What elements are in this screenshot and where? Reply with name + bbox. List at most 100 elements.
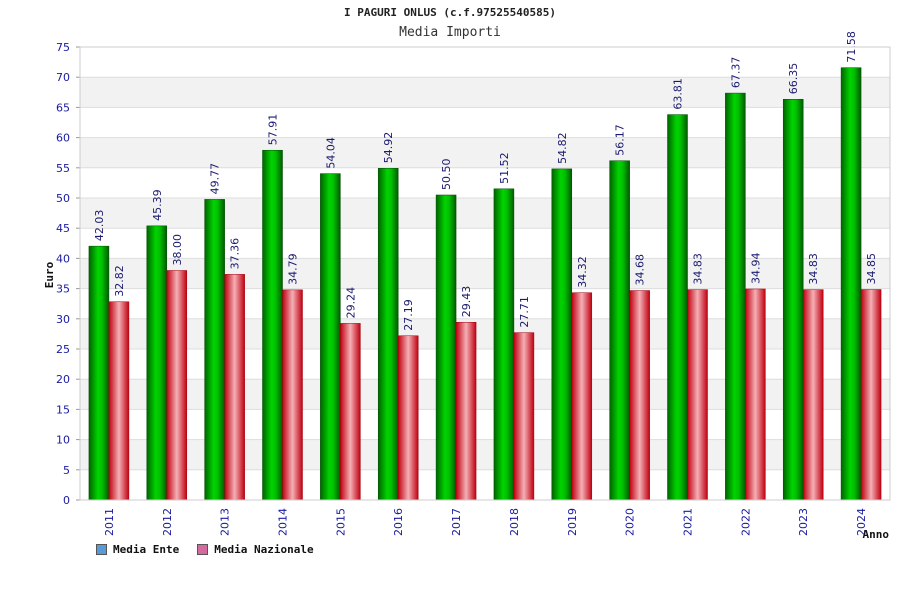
- y-tick-label: 35: [56, 283, 70, 296]
- bar-media-ente: [725, 92, 746, 501]
- chart-subtitle: Media Importi: [399, 25, 501, 40]
- legend-label-media-nazionale: Media Nazionale: [214, 543, 314, 556]
- bar-media-ente: [667, 114, 688, 501]
- x-tick-label: 2021: [682, 508, 695, 536]
- bar-media-nazionale: [282, 289, 303, 501]
- bar-media-ente: [320, 173, 341, 501]
- y-tick-label: 70: [56, 71, 70, 84]
- data-label: 34.85: [865, 253, 878, 285]
- bar-media-nazionale: [687, 289, 708, 501]
- data-label: 34.68: [634, 254, 647, 286]
- y-tick-label: 50: [56, 192, 70, 205]
- x-tick-label: 2011: [103, 508, 116, 536]
- grid-band: [80, 379, 890, 410]
- data-label: 54.92: [382, 132, 395, 164]
- y-tick-label: 5: [63, 464, 70, 477]
- x-tick-label: 2020: [624, 508, 637, 536]
- legend-item-media-nazionale: Media Nazionale: [197, 543, 314, 556]
- data-label: 27.71: [518, 296, 531, 328]
- bar-media-ente: [262, 149, 283, 501]
- x-tick-label: 2017: [450, 508, 463, 536]
- y-tick-label: 25: [56, 343, 70, 356]
- bar-media-nazionale: [802, 289, 824, 501]
- bar-media-nazionale: [455, 321, 477, 501]
- x-tick-label: 2016: [392, 508, 405, 536]
- grid-band: [80, 77, 890, 108]
- data-label: 34.79: [287, 253, 300, 285]
- y-tick-label: 40: [56, 252, 70, 265]
- y-tick-label: 10: [56, 434, 70, 447]
- y-tick-label: 75: [56, 41, 70, 54]
- data-label: 37.36: [229, 238, 242, 270]
- bar-media-nazionale: [571, 292, 593, 501]
- data-label: 54.04: [324, 137, 337, 169]
- bar-media-ente: [609, 160, 630, 501]
- y-tick-label: 55: [56, 162, 70, 175]
- x-tick-label: 2019: [566, 508, 579, 536]
- bar-media-nazionale: [224, 274, 245, 501]
- legend-swatch-media-nazionale: [197, 544, 209, 555]
- legend-label-media-ente: Media Ente: [113, 543, 180, 556]
- x-tick-label: 2024: [855, 508, 868, 536]
- x-tick-label: 2013: [219, 508, 232, 536]
- data-label: 29.43: [460, 286, 473, 318]
- bar-media-ente: [204, 199, 225, 501]
- data-label: 63.81: [672, 78, 685, 110]
- bar-media-ente: [146, 225, 168, 501]
- legend-item-media-ente: Media Ente: [96, 543, 179, 556]
- bar-media-nazionale: [629, 290, 650, 501]
- y-tick-label: 60: [56, 132, 70, 145]
- legend-swatch-media-ente: [96, 544, 107, 555]
- y-tick-label: 20: [56, 373, 70, 386]
- bar-media-ente: [493, 188, 515, 501]
- bar-media-ente: [551, 168, 573, 501]
- data-label: 27.19: [402, 299, 415, 331]
- bar-media-nazionale: [513, 332, 535, 501]
- bar-media-nazionale: [166, 270, 188, 501]
- bar-media-ente: [782, 98, 804, 501]
- y-tick-label: 15: [56, 403, 70, 416]
- bar-media-ente: [377, 168, 399, 501]
- x-tick-label: 2015: [334, 508, 347, 536]
- y-tick-label: 30: [56, 313, 70, 326]
- bar-media-ente: [88, 245, 110, 501]
- legend: Media Ente Media Nazionale: [96, 543, 314, 556]
- data-label: 34.83: [807, 253, 820, 285]
- data-label: 34.94: [749, 252, 762, 284]
- grid-band: [80, 258, 890, 289]
- bar-media-nazionale: [340, 323, 361, 501]
- data-label: 42.03: [93, 210, 106, 242]
- data-label: 38.00: [171, 234, 184, 266]
- grid-band: [80, 137, 890, 168]
- y-tick-label: 65: [56, 101, 70, 114]
- data-label: 66.35: [787, 63, 800, 95]
- x-tick-label: 2014: [277, 508, 290, 536]
- bar-media-ente: [840, 67, 862, 501]
- y-tick-label: 45: [56, 222, 70, 235]
- data-label: 34.32: [576, 256, 589, 288]
- plot-frame: [79, 46, 891, 501]
- data-label: 51.52: [498, 152, 511, 184]
- data-label: 50.50: [440, 158, 453, 190]
- grid-band: [80, 439, 890, 470]
- data-label: 57.91: [267, 114, 280, 146]
- x-tick-label: 2018: [508, 508, 521, 536]
- bar-media-ente: [435, 194, 457, 501]
- grid-band: [80, 318, 890, 349]
- bar-media-nazionale: [860, 289, 882, 501]
- data-label: 34.83: [692, 253, 705, 285]
- y-axis-title: Euro: [43, 261, 56, 288]
- x-tick-label: 2023: [797, 508, 810, 536]
- data-label: 45.39: [151, 189, 164, 221]
- y-tick-label: 0: [63, 494, 70, 507]
- data-label: 56.17: [614, 124, 627, 156]
- data-label: 29.24: [344, 287, 357, 319]
- grid-band: [80, 198, 890, 229]
- data-label: 54.82: [556, 132, 569, 164]
- x-tick-label: 2022: [739, 508, 752, 536]
- bar-media-nazionale: [745, 288, 766, 501]
- data-label: 49.77: [209, 163, 222, 195]
- data-label: 32.82: [113, 265, 126, 297]
- x-axis-title: Anno: [863, 528, 890, 541]
